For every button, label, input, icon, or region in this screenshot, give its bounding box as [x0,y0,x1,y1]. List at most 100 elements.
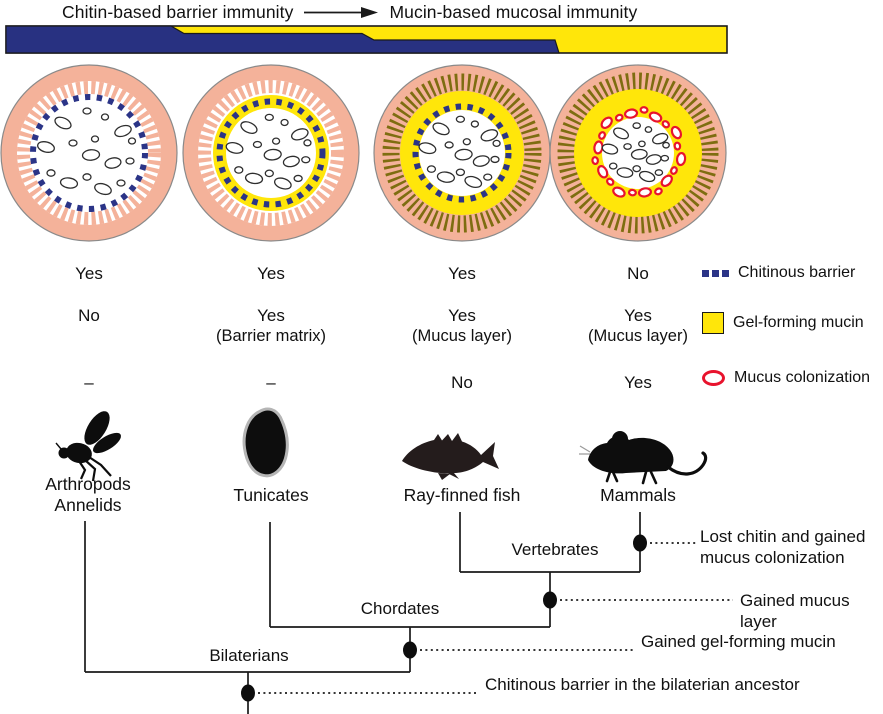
lumen-microbe [472,155,490,167]
right-arrow-icon [304,7,379,18]
lumen-microbe [644,126,653,133]
legend-chitinous-barrier: Chitinous barrier [702,264,855,282]
value-colonization-fish: No [451,373,473,392]
annotation-gained-mucus: Gained mucus layer [740,591,850,631]
chitinous-barrier-icon [702,269,729,277]
value-mucin-fish: Yes (Mucus layer) [372,305,552,347]
lumen-microbe [59,177,79,189]
value-sub: (Barrier matrix) [216,327,326,345]
mucus-colonization-microbe [606,177,615,186]
animal-silhouettes [55,407,708,485]
mucus-colonization-microbe [670,125,683,140]
lumen-microbe [454,148,473,161]
lumen-microbe [282,155,300,168]
mucus-colonization-icon [702,370,725,386]
lumen-microbe [263,148,282,161]
lumen-microbe [608,162,618,170]
clade-chordates: Chordates [360,599,440,618]
lumen-microbe [54,116,72,130]
lumen-microbe [127,137,137,145]
lumen-microbe [630,148,648,160]
lumen-microbe [426,165,437,173]
legend-label: Gel-forming mucin [733,314,864,331]
gut-cross-section-arthropods [0,64,178,242]
microvilli-ring [17,81,161,225]
mucus-colonization-microbe [627,188,637,197]
legend-mucus-colonization: Mucus colonization [702,369,870,387]
header-right-label: Mucin-based mucosal immunity [389,2,638,22]
microvilli-ring [557,72,719,234]
value-chitin-arthropods: Yes [75,264,103,283]
value-main: Yes [257,306,285,325]
transition-bar [5,25,728,59]
header-left-label: Chitin-based barrier immunity [62,2,294,22]
lumen-microbe [240,121,258,134]
microvilli-ring [382,73,542,233]
value-chitin-tunicates: Yes [257,264,285,283]
lumen-microbe [623,143,632,150]
annotation-gained-mucin: Gained gel-forming mucin [641,632,836,651]
legend-label: Chitinous barrier [738,264,856,281]
header: Chitin-based barrier immunity Mucin-base… [62,2,637,23]
lumen-microbe [613,127,630,140]
chitinous-barrier-ring [30,94,148,212]
lumen-microbe [455,168,466,177]
lumen-microbe [470,120,480,128]
chitin-share-shape [5,25,560,54]
lumen-microbe [654,169,664,176]
lumen-microbe [492,139,501,147]
lumen-microbe [601,143,619,155]
lumen-microbe [418,142,437,155]
lumen-microbe [660,154,670,162]
clade-vertebrates: Vertebrates [511,540,599,559]
gel-forming-mucin-icon [702,312,724,334]
lumen-microbe [638,170,656,183]
lumen-microbe [100,113,110,121]
lumen-microbe [303,139,312,147]
annotation-bilaterian-chitin: Chitinous barrier in the bilaterian ance… [485,675,800,694]
lumen-microbe [444,141,454,149]
value-chitin-mammals: No [627,264,649,283]
microvilli-ring [198,80,344,226]
lumen-microbe [37,141,55,153]
mucus-colonization-microbe [614,113,624,122]
mucus-colonization-microbe [597,165,609,179]
lumen-microbe [273,177,292,190]
lumen-microbe [46,169,56,177]
mucus-colonization-microbe [591,156,599,166]
gut-cross-section-ray-finned fish [373,64,551,242]
mucus-colonization-microbe [673,141,682,151]
lumen-microbe [432,122,450,136]
event-dot-gel-forming-mucin [403,641,417,659]
lumen-microbe [483,173,493,181]
gut-cross-section-mammals [549,64,727,242]
gut-cross-section-tunicates [182,64,360,242]
label-ray-finned-fish: Ray-finned fish [403,485,521,505]
lumen-microbe [114,124,132,138]
legend-label: Mucus colonization [734,369,871,386]
annotation-lost-chitin: Lost chitin and gained mucus colonizatio… [700,527,866,567]
value-main: Yes [624,306,652,325]
lumen-microbe [480,129,499,142]
label-mammals: Mammals [600,485,676,505]
mucus-colonization-microbe [654,187,663,196]
mucus-colonization-microbe [661,120,670,129]
lumen-microbe [271,137,281,145]
value-colonization-arthropods: – [84,373,94,392]
lumen-microbe [244,172,264,185]
chitinous-barrier-ring [412,103,512,203]
fish-silhouette [402,433,499,480]
mucus-colonization-microbe [648,111,663,123]
value-colonization-tunicates: – [266,373,276,392]
lumen-microbe [116,179,126,187]
value-mucin-mammals: Yes (Mucus layer) [548,305,728,347]
value-mucin-tunicates: Yes (Barrier matrix) [181,305,361,347]
mouse-silhouette [579,431,708,485]
lumen-microbe [264,113,274,122]
mucus-colonization-microbe [637,187,652,198]
lumen-microbe [616,167,634,178]
mucus-colonization-microbe [598,131,606,140]
lumen-microbe [638,140,646,148]
label-arthropods-annelids: Arthropods Annelids [45,474,131,515]
